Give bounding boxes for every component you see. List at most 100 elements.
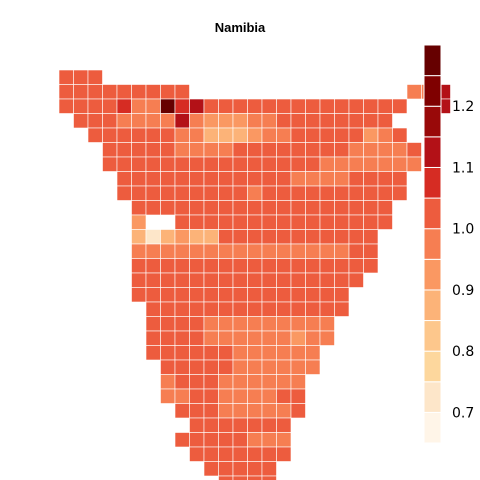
heatmap-cell [232, 432, 248, 448]
heatmap-cell [290, 214, 306, 230]
heatmap-cell [218, 113, 234, 129]
heatmap-cell [203, 185, 219, 201]
heatmap-cell [290, 287, 306, 303]
heatmap-cell [290, 200, 306, 216]
heatmap-cell [261, 272, 277, 288]
heatmap-cell [174, 214, 190, 230]
heatmap-cell [334, 185, 350, 201]
heatmap-cell [189, 272, 205, 288]
heatmap-cell [174, 229, 190, 245]
heatmap-cell [232, 156, 248, 172]
heatmap-cell [203, 359, 219, 375]
heatmap-cell [232, 403, 248, 419]
heatmap-cell [334, 127, 350, 143]
heatmap-cell [102, 98, 118, 114]
heatmap-cell [189, 287, 205, 303]
heatmap-cell [189, 185, 205, 201]
heatmap-cell [160, 345, 176, 361]
heatmap-cell [290, 316, 306, 332]
heatmap-cell [276, 156, 292, 172]
heatmap-cell [305, 287, 321, 303]
heatmap-cell [261, 258, 277, 274]
heatmap-cell [174, 272, 190, 288]
heatmap-cell [334, 171, 350, 187]
heatmap-cell [145, 200, 161, 216]
heatmap-cell [145, 272, 161, 288]
heatmap-cell [334, 200, 350, 216]
heatmap-cell [232, 127, 248, 143]
heatmap-cell [276, 142, 292, 158]
heatmap-cell [392, 185, 408, 201]
heatmap-cell [189, 200, 205, 216]
heatmap-cell [189, 417, 205, 433]
heatmap-cell [131, 200, 147, 216]
heatmap-cell [232, 214, 248, 230]
heatmap-cell [174, 403, 190, 419]
heatmap-cell [203, 374, 219, 390]
legend-swatch [423, 350, 442, 383]
heatmap-cell [363, 156, 379, 172]
heatmap-cell [131, 171, 147, 187]
heatmap-cell [174, 98, 190, 114]
heatmap-cell [189, 98, 205, 114]
heatmap-cell [348, 113, 364, 129]
heatmap-cell [247, 171, 263, 187]
heatmap-cell [247, 388, 263, 404]
heatmap-cell [305, 113, 321, 129]
heatmap-cell [160, 142, 176, 158]
heatmap-cell [203, 417, 219, 433]
heatmap-cell [131, 98, 147, 114]
heatmap-cell [319, 142, 335, 158]
heatmap-cell [261, 142, 277, 158]
heatmap-cell [261, 127, 277, 143]
heatmap-cell [290, 156, 306, 172]
heatmap-cell [247, 287, 263, 303]
heatmap-cell [247, 417, 263, 433]
heatmap-cell [377, 142, 393, 158]
heatmap-cell [160, 156, 176, 172]
heatmap-cell [160, 171, 176, 187]
heatmap-cell [160, 388, 176, 404]
heatmap-cell [377, 127, 393, 143]
heatmap-cell [261, 243, 277, 259]
heatmap-cell [116, 156, 132, 172]
heatmap-cell [131, 272, 147, 288]
heatmap-cell [218, 345, 234, 361]
heatmap-cell [290, 243, 306, 259]
heatmap-cell [305, 272, 321, 288]
heatmap-cell [377, 113, 393, 129]
heatmap-cell [290, 98, 306, 114]
heatmap-cell [87, 113, 103, 129]
heatmap-cell [189, 301, 205, 317]
heatmap-cell [160, 243, 176, 259]
heatmap-cell [218, 200, 234, 216]
heatmap-cell [261, 461, 277, 477]
heatmap-cell [232, 316, 248, 332]
heatmap-cell [232, 446, 248, 462]
heatmap-cell [232, 417, 248, 433]
heatmap-cells [58, 69, 451, 480]
heatmap-cell [319, 258, 335, 274]
heatmap-cell [290, 345, 306, 361]
heatmap-cell [276, 403, 292, 419]
legend-swatch [423, 258, 442, 291]
heatmap-cell [247, 142, 263, 158]
heatmap-cell [276, 229, 292, 245]
heatmap-cell [203, 171, 219, 187]
heatmap-cell [261, 185, 277, 201]
heatmap-cell [116, 113, 132, 129]
heatmap-cell [319, 243, 335, 259]
legend-swatch [423, 44, 442, 77]
heatmap-cell [145, 156, 161, 172]
heatmap-cell [203, 98, 219, 114]
heatmap-cell [174, 243, 190, 259]
heatmap-cell [174, 258, 190, 274]
heatmap-cell [247, 156, 263, 172]
heatmap-cell [203, 301, 219, 317]
heatmap-cell [247, 403, 263, 419]
heatmap-cell [174, 185, 190, 201]
heatmap-cell [160, 258, 176, 274]
heatmap-cell [305, 229, 321, 245]
heatmap-cell [174, 330, 190, 346]
heatmap-cell [305, 98, 321, 114]
